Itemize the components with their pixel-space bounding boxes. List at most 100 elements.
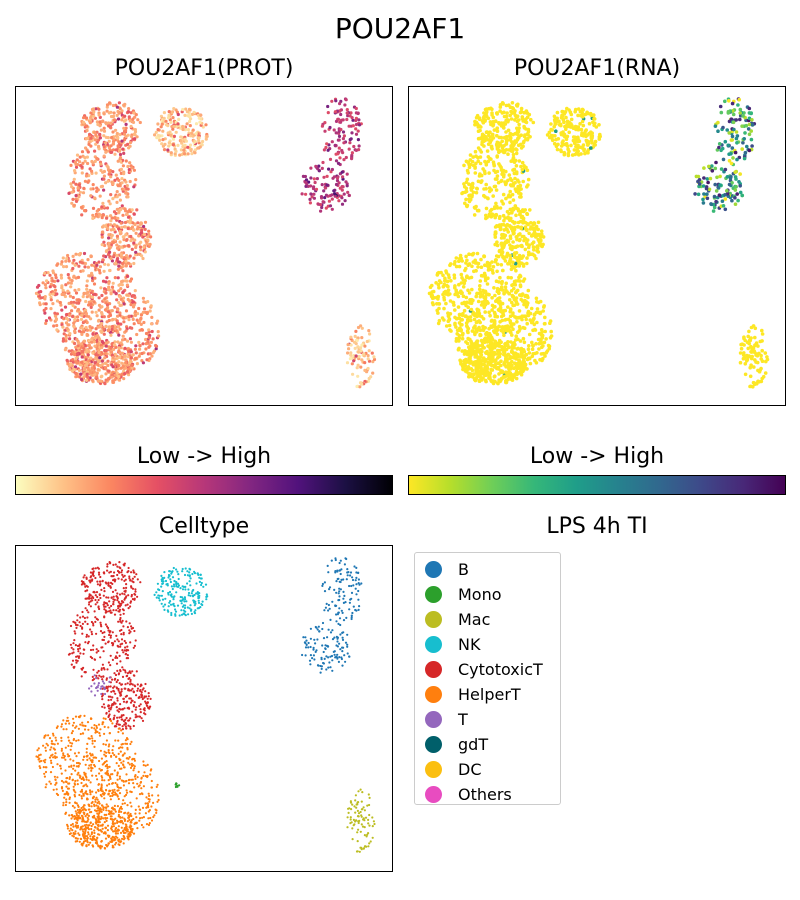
rna-point-helpert <box>506 275 511 280</box>
prot-point-helpert <box>77 329 81 333</box>
celltype-point-cytotoxict <box>107 695 110 698</box>
prot-point-cytotoxict <box>123 225 127 229</box>
prot-point-helpert <box>66 362 70 366</box>
prot-point-helpert <box>45 279 49 283</box>
rna-point-cytotoxict <box>493 119 498 124</box>
prot-point-cytotoxict <box>117 210 121 214</box>
prot-point-helpert <box>73 288 77 292</box>
celltype-point-cytotoxict <box>98 607 101 611</box>
rna-point-helpert <box>457 333 461 338</box>
prot-point-helpert <box>127 349 131 353</box>
prot-point-cytotoxict <box>97 147 101 151</box>
rna-point-helpert <box>479 353 484 357</box>
prot-point-helpert <box>149 340 153 344</box>
rna-point-mac <box>748 365 752 370</box>
rna-point-nk <box>562 150 567 155</box>
celltype-point-cytotoxict <box>121 725 124 728</box>
rna-point-helpert <box>465 341 470 346</box>
prot-point-cytotoxict <box>117 111 121 115</box>
rna-point-b <box>736 198 740 203</box>
prot-point-b <box>333 194 337 198</box>
prot-point-helpert <box>147 336 151 340</box>
prot-point-helpert <box>140 351 144 356</box>
rna-point-cytotoxict <box>513 176 517 181</box>
rna-point-helpert <box>486 344 490 348</box>
prot-point-cytotoxict <box>115 190 119 194</box>
rna-point-helpert <box>435 271 440 276</box>
prot-point-cytotoxict <box>132 241 136 245</box>
rna-point-cytotoxict <box>515 244 520 248</box>
rna-point-helpert <box>465 367 469 372</box>
rna-point-cytotoxict <box>492 162 496 166</box>
rna-point-helpert <box>452 276 457 280</box>
prot-point-helpert <box>150 329 154 334</box>
rna-point-b <box>735 141 739 145</box>
rna-point-helpert <box>481 274 485 278</box>
rna-point-cytotoxict <box>500 250 505 254</box>
celltype-point-cytotoxict <box>129 678 132 682</box>
celltype-point-cytotoxict <box>109 634 112 637</box>
prot-point-cytotoxict <box>111 170 115 174</box>
prot-point-b <box>338 156 342 160</box>
prot-point-helpert <box>117 264 121 268</box>
rna-point-helpert <box>482 254 486 258</box>
rna-point-mac <box>748 374 753 379</box>
prot-point-helpert <box>86 265 90 269</box>
rna-point-nk <box>551 134 555 138</box>
prot-point-mac <box>360 358 364 362</box>
prot-point-helpert <box>91 378 95 382</box>
prot-point-b <box>326 104 330 109</box>
prot-point-helpert <box>88 328 93 332</box>
rna-point-cytotoxict <box>507 148 511 152</box>
rna-point-helpert <box>497 361 501 366</box>
prot-point-helpert <box>101 258 105 262</box>
prot-point-cytotoxict <box>147 229 151 233</box>
prot-point-helpert <box>54 273 58 277</box>
rna-point-helpert <box>534 296 539 301</box>
prot-point-b <box>348 114 352 118</box>
rna-point-helpert <box>524 352 529 357</box>
rna-point-cytotoxict <box>538 242 542 246</box>
rna-point-cytotoxict <box>492 168 496 173</box>
rna-point-helpert <box>533 328 538 332</box>
rna-point-helpert <box>503 363 507 367</box>
prot-point-helpert <box>89 346 93 350</box>
prot-point-helpert <box>119 287 123 291</box>
prot-point-cytotoxict <box>135 135 139 139</box>
prot-point-helpert <box>100 305 104 309</box>
prot-point-helpert <box>54 314 58 318</box>
rna-point-helpert <box>469 297 474 302</box>
celltype-point-cytotoxict <box>100 675 103 678</box>
prot-point-cytotoxict <box>100 230 104 234</box>
prot-point-b <box>347 193 351 197</box>
celltype-point-cytotoxict <box>133 674 136 677</box>
rna-point-b <box>747 132 752 137</box>
rna-point-helpert <box>498 275 502 280</box>
prot-point-b <box>332 128 336 132</box>
rna-point-nk <box>564 142 569 147</box>
prot-point-helpert <box>102 332 106 336</box>
rna-point-cytotoxict <box>468 158 473 162</box>
prot-point-helpert <box>99 353 103 357</box>
prot-point-mac <box>355 384 359 389</box>
rna-point-helpert <box>519 355 523 359</box>
prot-point-b <box>319 195 324 199</box>
rna-point-mac <box>742 335 746 339</box>
celltype-point-cytotoxict <box>81 622 84 625</box>
rna-point-helpert <box>456 347 461 352</box>
rna-point-helpert <box>543 329 547 334</box>
prot-point-helpert <box>80 313 84 317</box>
rna-point-helpert <box>490 318 494 323</box>
prot-point-b <box>321 200 325 204</box>
prot-point-helpert <box>129 303 133 307</box>
prot-point-cytotoxict <box>104 181 108 185</box>
prot-point-cytotoxict <box>100 205 104 209</box>
prot-point-cytotoxict <box>118 156 123 160</box>
prot-point-b <box>341 118 345 122</box>
celltype-point-cytotoxict <box>131 598 134 601</box>
rna-panel-title: POU2AF1(RNA) <box>513 56 681 81</box>
rna-point-b <box>723 99 727 104</box>
rna-point-cytotoxict <box>500 101 505 105</box>
prot-point-helpert <box>119 366 123 370</box>
prot-point-cytotoxict <box>108 101 112 105</box>
